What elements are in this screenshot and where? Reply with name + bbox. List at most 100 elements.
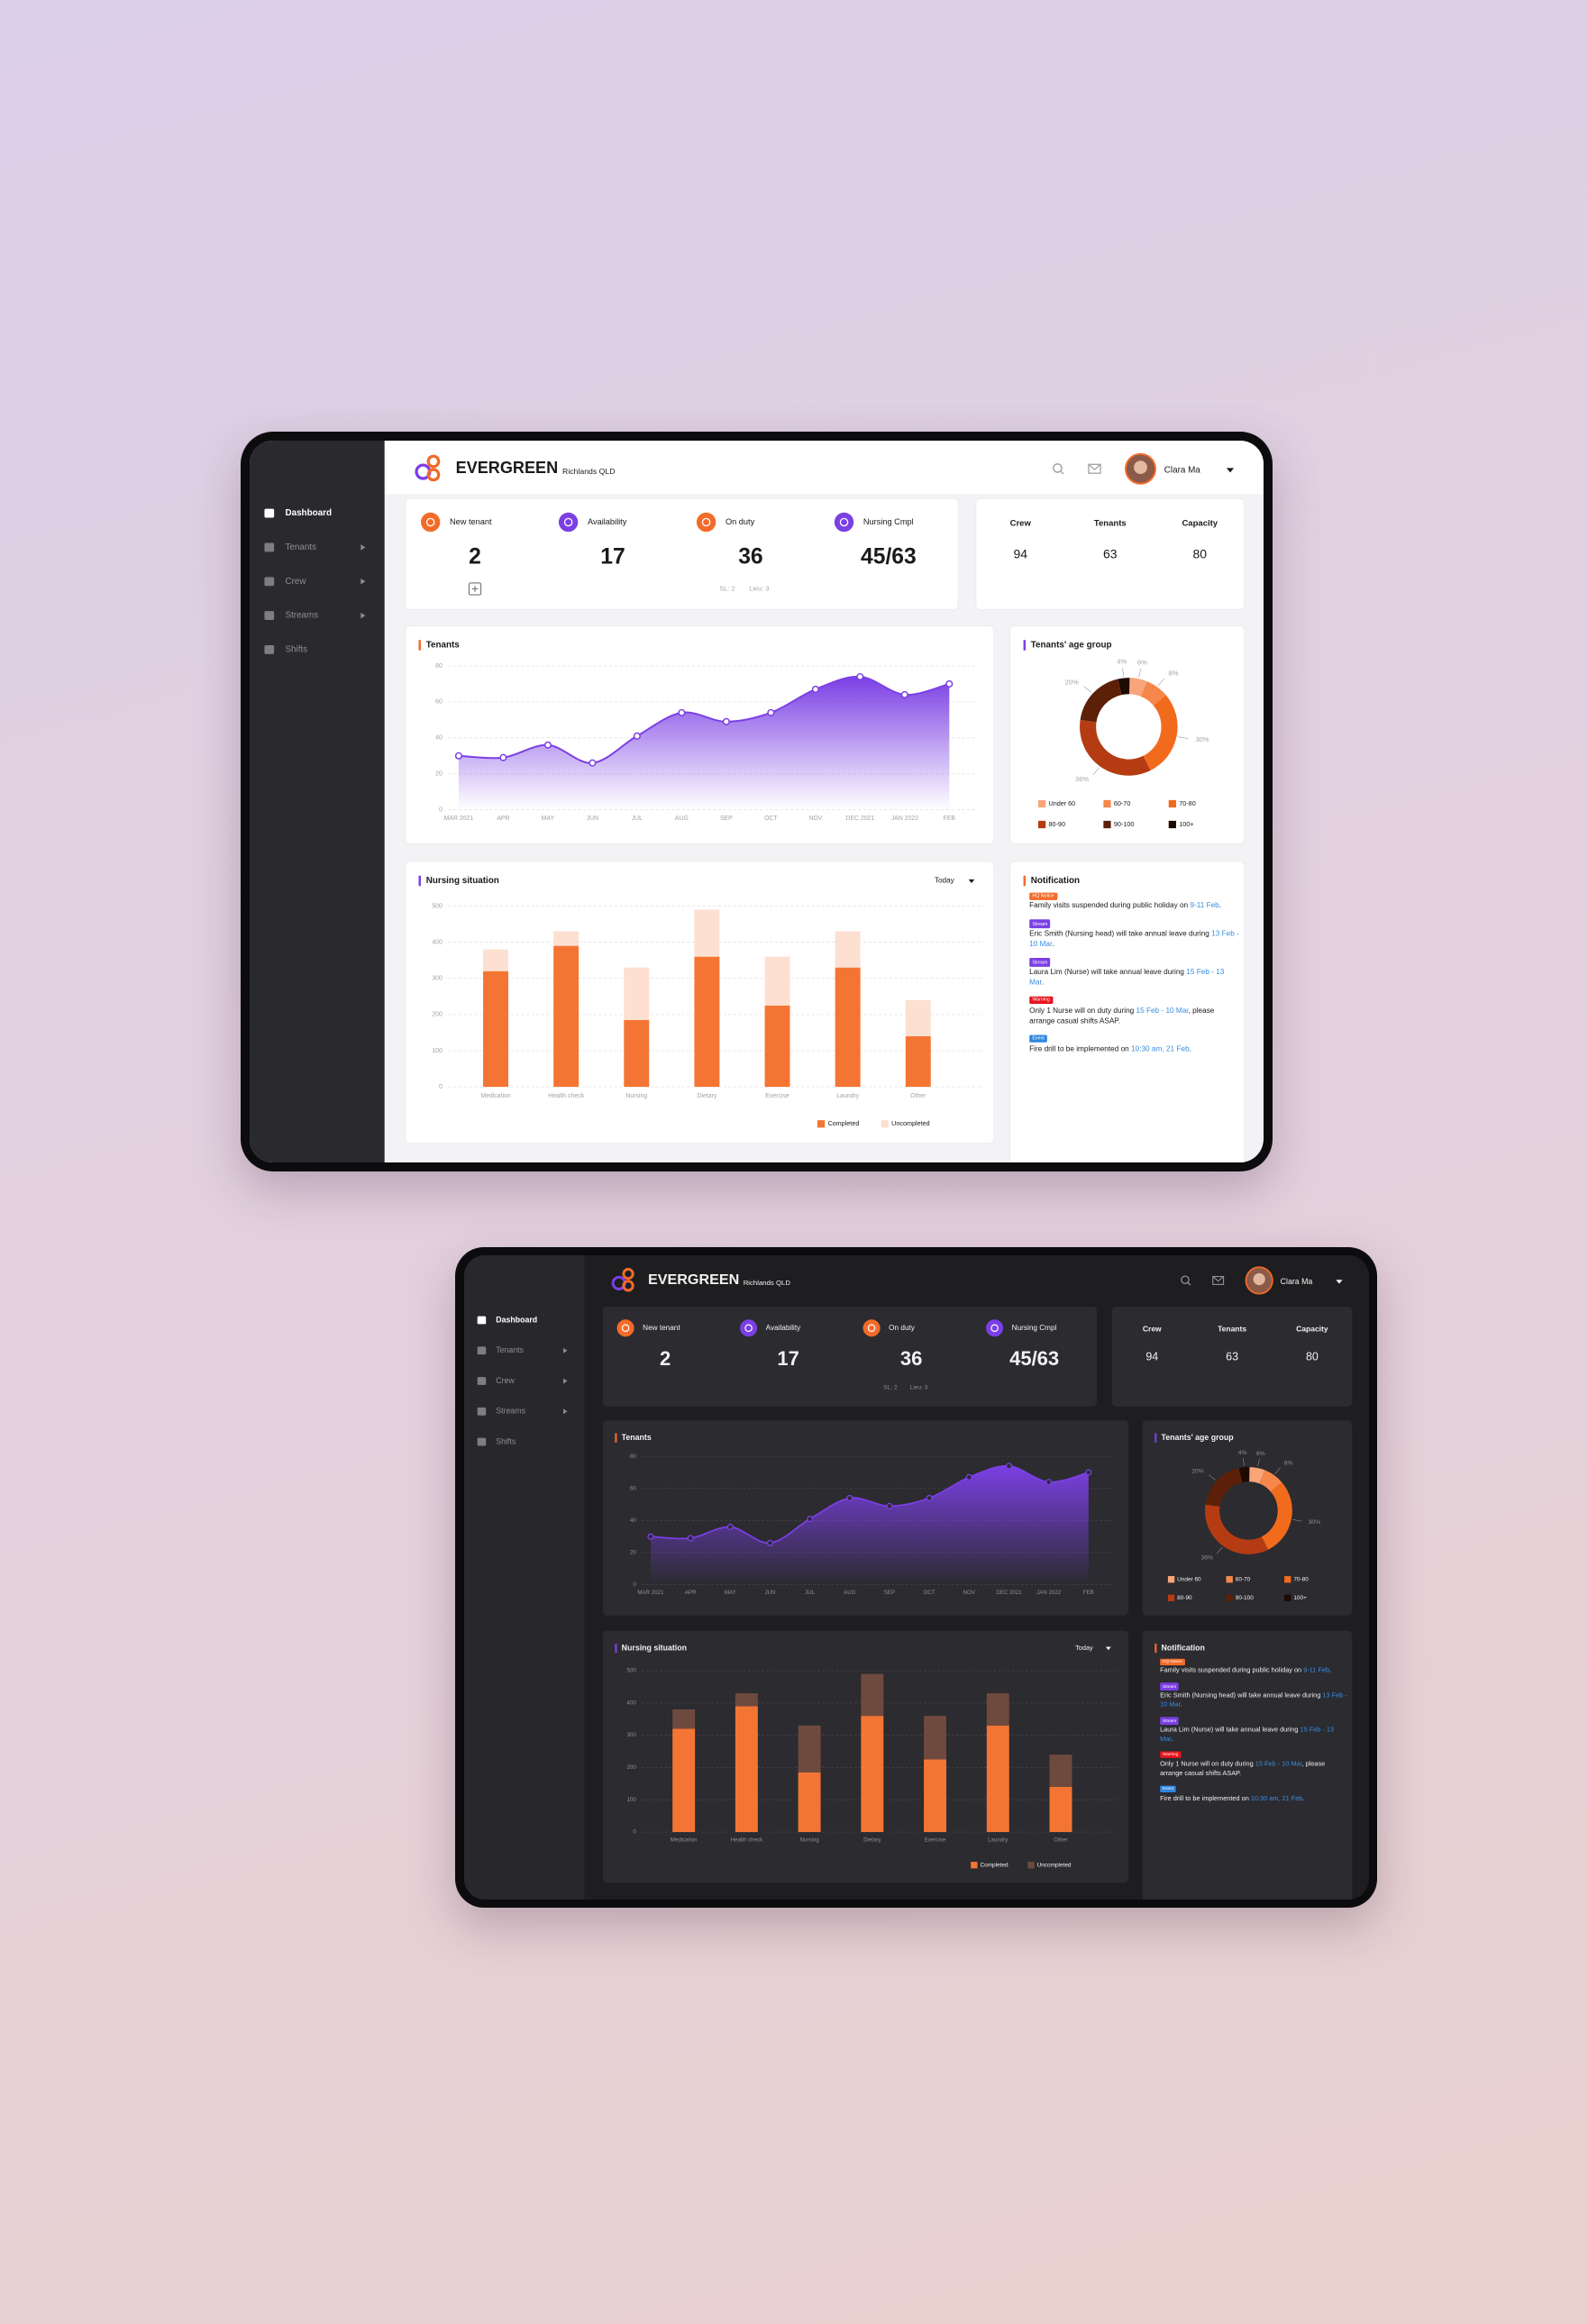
data-point <box>454 752 462 760</box>
x-tick-label: Laundry <box>988 1836 1008 1843</box>
notification-date[interactable]: 15 Feb - 13 Mar <box>1029 968 1225 988</box>
notification-tag: Stream <box>1159 1717 1179 1725</box>
notification-tag: Warning <box>1159 1751 1181 1759</box>
user-menu-arrow <box>1335 1280 1343 1284</box>
user-name[interactable]: Clara Ma <box>1164 466 1201 476</box>
notification-message-end: . <box>1189 1044 1191 1054</box>
leader-line <box>1242 1457 1245 1466</box>
stat-icon <box>558 512 579 533</box>
dark-tablet: Dashboard Tenants Crew Streams Shifts EVERGRE… <box>455 1247 1377 1908</box>
notification-date[interactable]: 9-11 Feb <box>1190 902 1219 912</box>
title-accent <box>614 1433 617 1443</box>
stat-label: Availability <box>765 1324 801 1332</box>
notification-date[interactable]: 15 Feb - 10 Mar <box>1136 1007 1189 1016</box>
menu-item[interactable]: Streams <box>496 1407 525 1416</box>
bar-segment <box>986 1725 1009 1833</box>
stat-value: 17 <box>777 1347 799 1370</box>
notification-date[interactable]: 13 Feb - 10 Mar <box>1159 1691 1347 1709</box>
notification-date[interactable]: 13 Feb - 10 Mar <box>1029 930 1239 950</box>
logo-part <box>621 1268 634 1280</box>
mail-icon <box>1211 1276 1224 1282</box>
donut-segment <box>1248 1466 1265 1484</box>
notification-date[interactable]: 15 Feb - 13 Mar <box>1159 1726 1334 1744</box>
chart-title: Tenants' age group <box>1161 1433 1234 1442</box>
legend-swatch <box>1283 1576 1291 1583</box>
donut-label: 30% <box>1195 735 1209 743</box>
notification-message: Laura Lim (Nurse) will take annual leave… <box>1159 1726 1301 1735</box>
chart-title: Nursing situation <box>621 1643 686 1652</box>
legend-label: 70-80 <box>1293 1576 1309 1582</box>
chart-title: Tenants <box>426 641 461 651</box>
user-name[interactable]: Clara Ma <box>1280 1277 1312 1286</box>
legend-label: 100+ <box>1179 820 1193 828</box>
sidebar <box>463 1255 585 1900</box>
donut-label: 20% <box>1065 678 1079 686</box>
light-screen: Dashboard Tenants Crew Streams Shifts EVERGRE… <box>250 441 1264 1162</box>
menu-item[interactable]: Crew <box>285 577 306 587</box>
donut-segment <box>1080 679 1122 723</box>
x-tick-label: NOV <box>808 816 822 822</box>
legend-label: 60-70 <box>1235 1576 1250 1582</box>
menu-icon <box>264 644 275 654</box>
menu-icon <box>477 1377 486 1385</box>
menu-item[interactable]: Shifts <box>496 1436 516 1445</box>
data-point <box>499 753 507 761</box>
x-tick-label: Nursing <box>799 1836 819 1843</box>
data-point <box>726 1523 734 1531</box>
bar-segment <box>860 1716 883 1833</box>
notification-date[interactable]: 10:30 am, 21 Feb <box>1131 1044 1190 1054</box>
notification-date[interactable]: 9-11 Feb <box>1302 1667 1329 1676</box>
notification-date[interactable]: 15 Feb - 10 Mar <box>1255 1760 1302 1769</box>
menu-arrow <box>360 578 366 585</box>
menu-item[interactable]: Streams <box>285 611 318 621</box>
notification-item: Warning Only 1 Nurse will on duty during … <box>1159 1751 1347 1780</box>
add-tenant-button[interactable] <box>468 582 482 596</box>
title-accent <box>418 875 421 887</box>
donut-label: 4% <box>1117 657 1127 665</box>
title-accent <box>614 1643 617 1654</box>
avatar-face <box>1134 460 1147 475</box>
stat-icon <box>616 1319 634 1337</box>
data-point <box>646 1533 654 1540</box>
legend-swatch <box>1167 1576 1174 1583</box>
legend-swatch <box>1027 1862 1035 1869</box>
menu-icon <box>264 611 275 621</box>
y-tick-label: 20 <box>629 1550 635 1556</box>
donut-segment <box>1118 678 1130 696</box>
donut-segment <box>1258 1470 1282 1492</box>
menu-item[interactable]: Dashboard <box>285 508 332 518</box>
menu-item[interactable]: Dashboard <box>496 1315 537 1324</box>
area-line <box>650 1464 1089 1545</box>
bar-segment <box>764 956 790 1006</box>
notification-message: Eric Smith (Nursing head) will take annu… <box>1159 1691 1322 1700</box>
bar-segment <box>860 1673 883 1717</box>
x-tick-label: APR <box>497 816 509 822</box>
legend-swatch <box>1103 820 1111 829</box>
stat-label: On duty <box>726 517 755 526</box>
y-tick-label: 60 <box>435 699 443 706</box>
notification-date[interactable]: 10:30 am, 21 Feb <box>1250 1794 1302 1803</box>
notification-text: Only 1 Nurse will on duty during 15 Feb … <box>1160 1761 1347 1780</box>
filter-dropdown[interactable]: Today <box>935 877 955 885</box>
menu-item[interactable]: Tenants <box>285 542 316 552</box>
bar-segment <box>1049 1786 1072 1833</box>
menu-item[interactable]: Shifts <box>285 645 307 655</box>
notification-message-end: . <box>1170 1735 1173 1744</box>
x-tick-label: DEC 2021 <box>845 816 874 822</box>
x-tick-label: NOV <box>963 1590 975 1596</box>
menu-arrow <box>562 1347 567 1353</box>
notification-text: Laura Lim (Nurse) will take annual leave… <box>1160 1727 1347 1745</box>
notification-text: Laura Lim (Nurse) will take annual leave… <box>1029 969 1240 989</box>
bar-segment <box>923 1716 946 1760</box>
donut-label: 6% <box>1256 1451 1265 1457</box>
bar-segment <box>671 1728 695 1833</box>
notification-item: Stream Eric Smith (Nursing head) will tak… <box>1159 1682 1347 1711</box>
legend-swatch <box>1283 1594 1291 1601</box>
x-tick-label: APR <box>684 1590 696 1596</box>
menu-item[interactable]: Tenants <box>496 1345 524 1354</box>
notification-tag: Event <box>1159 1785 1176 1793</box>
menu-icon <box>477 1437 486 1446</box>
menu-item[interactable]: Crew <box>496 1376 515 1385</box>
stat-label: Nursing Cmpl <box>863 517 914 526</box>
filter-dropdown[interactable]: Today <box>1075 1644 1093 1652</box>
